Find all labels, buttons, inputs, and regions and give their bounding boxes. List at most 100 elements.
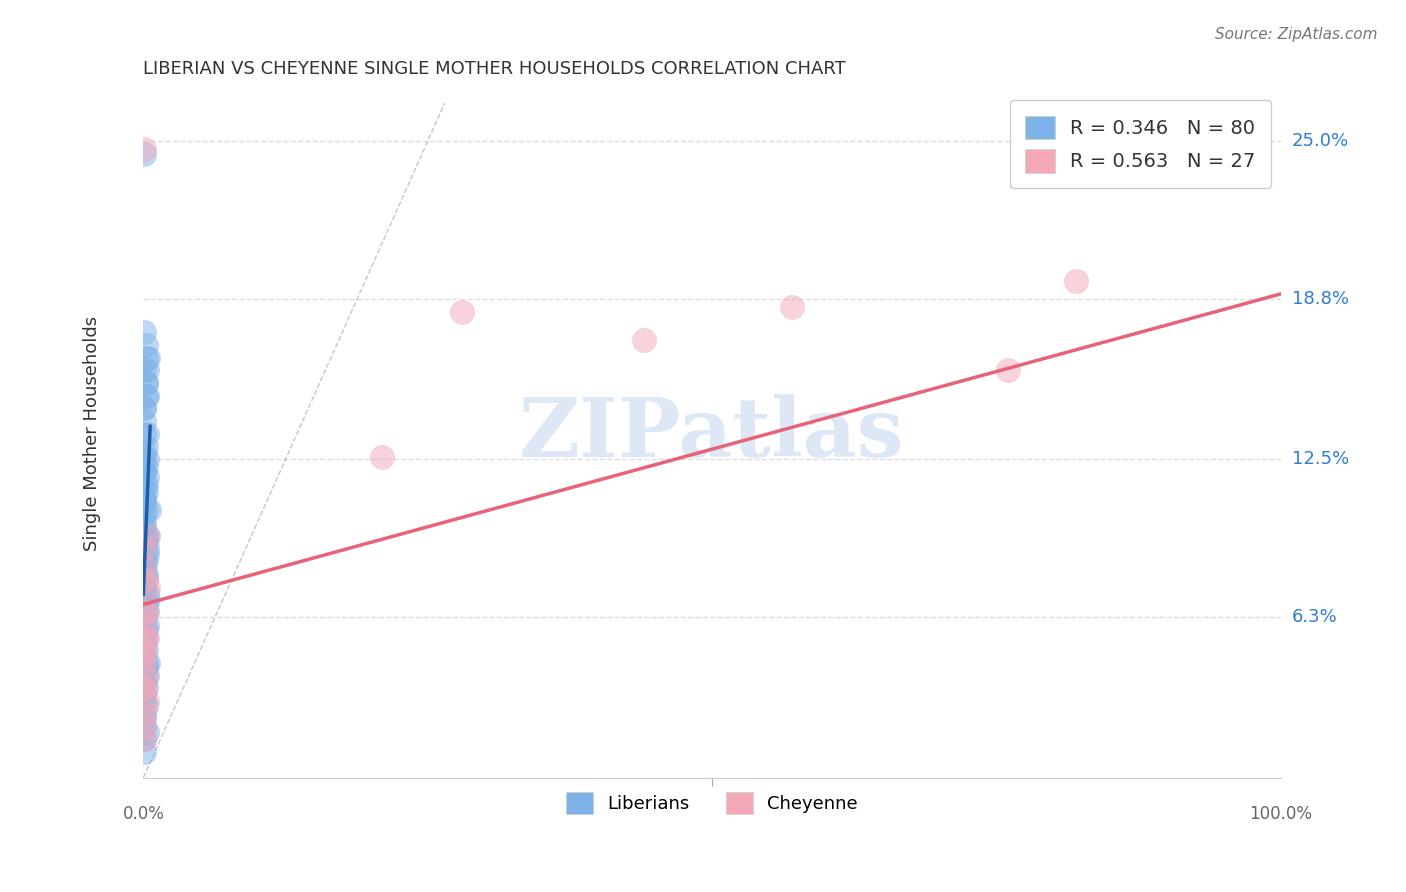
Point: [134, 554, 156, 568]
Point: [997, 363, 1019, 377]
Point: [138, 503, 160, 517]
Point: [134, 592, 156, 607]
Point: [135, 623, 157, 637]
Legend: Liberians, Cheyenne: Liberians, Cheyenne: [557, 783, 868, 823]
Point: [134, 478, 156, 492]
Point: [135, 470, 157, 484]
Text: 6.3%: 6.3%: [1292, 608, 1337, 626]
Point: [134, 491, 156, 505]
Point: [134, 732, 156, 747]
Point: [780, 300, 803, 314]
Point: [135, 605, 157, 619]
Point: [135, 338, 157, 352]
Point: [135, 452, 157, 467]
Point: [134, 516, 156, 530]
Point: [135, 554, 157, 568]
Point: [136, 656, 159, 670]
Text: Source: ZipAtlas.com: Source: ZipAtlas.com: [1215, 27, 1378, 42]
Point: [135, 529, 157, 543]
Point: [135, 584, 157, 599]
Point: [135, 389, 157, 403]
Point: [134, 631, 156, 645]
Point: [134, 720, 156, 734]
Point: [135, 631, 157, 645]
Point: [134, 496, 156, 510]
Point: [136, 529, 159, 543]
Point: [135, 617, 157, 632]
Point: [134, 745, 156, 759]
Point: [134, 529, 156, 543]
Point: [134, 580, 156, 594]
Point: [134, 541, 156, 556]
Point: [135, 533, 157, 548]
Point: [135, 669, 157, 683]
Point: [135, 643, 157, 657]
Point: [134, 706, 156, 721]
Point: [134, 580, 156, 594]
Point: [135, 605, 157, 619]
Point: [135, 566, 157, 581]
Point: [134, 414, 156, 428]
Text: 100.0%: 100.0%: [1249, 805, 1312, 823]
Point: [134, 147, 156, 161]
Point: [134, 444, 156, 458]
Point: [135, 529, 157, 543]
Point: [134, 610, 156, 624]
Point: [134, 648, 156, 663]
Point: [633, 333, 655, 347]
Point: [134, 681, 156, 696]
Point: [135, 681, 157, 696]
Point: [136, 351, 159, 365]
Point: [135, 661, 157, 675]
Text: ZIPatlas: ZIPatlas: [519, 394, 904, 474]
Point: [135, 605, 157, 619]
Point: [135, 503, 157, 517]
Text: LIBERIAN VS CHEYENNE SINGLE MOTHER HOUSEHOLDS CORRELATION CHART: LIBERIAN VS CHEYENNE SINGLE MOTHER HOUSE…: [143, 60, 846, 78]
Point: [135, 694, 157, 708]
Point: [134, 566, 156, 581]
Point: [135, 547, 157, 561]
Point: [371, 450, 394, 464]
Point: [134, 541, 156, 556]
Point: [134, 142, 156, 156]
Text: 25.0%: 25.0%: [1292, 132, 1350, 150]
Point: [134, 617, 156, 632]
Point: [135, 460, 157, 475]
Point: [135, 572, 157, 586]
Point: [134, 465, 156, 479]
Point: [134, 681, 156, 696]
Point: [135, 669, 157, 683]
Point: [134, 426, 156, 441]
Point: [134, 465, 156, 479]
Point: [135, 541, 157, 556]
Point: [134, 605, 156, 619]
Point: [135, 631, 157, 645]
Point: [134, 631, 156, 645]
Point: [134, 706, 156, 721]
Point: [134, 673, 156, 688]
Point: [134, 559, 156, 574]
Point: [134, 363, 156, 377]
Point: [135, 363, 157, 377]
Point: [134, 452, 156, 467]
Point: [135, 656, 157, 670]
Point: [134, 712, 156, 726]
Text: Single Mother Households: Single Mother Households: [83, 317, 101, 551]
Point: [135, 426, 157, 441]
Point: [1064, 274, 1087, 288]
Point: [134, 732, 156, 747]
Point: [134, 643, 156, 657]
Point: [135, 376, 157, 390]
Point: [136, 580, 159, 594]
Point: [134, 401, 156, 416]
Text: 18.8%: 18.8%: [1292, 290, 1348, 308]
Point: [135, 572, 157, 586]
Point: [135, 485, 157, 500]
Point: [134, 656, 156, 670]
Point: [134, 617, 156, 632]
Point: [134, 508, 156, 523]
Point: [136, 592, 159, 607]
Point: [135, 440, 157, 454]
Point: [134, 720, 156, 734]
Point: [134, 559, 156, 574]
